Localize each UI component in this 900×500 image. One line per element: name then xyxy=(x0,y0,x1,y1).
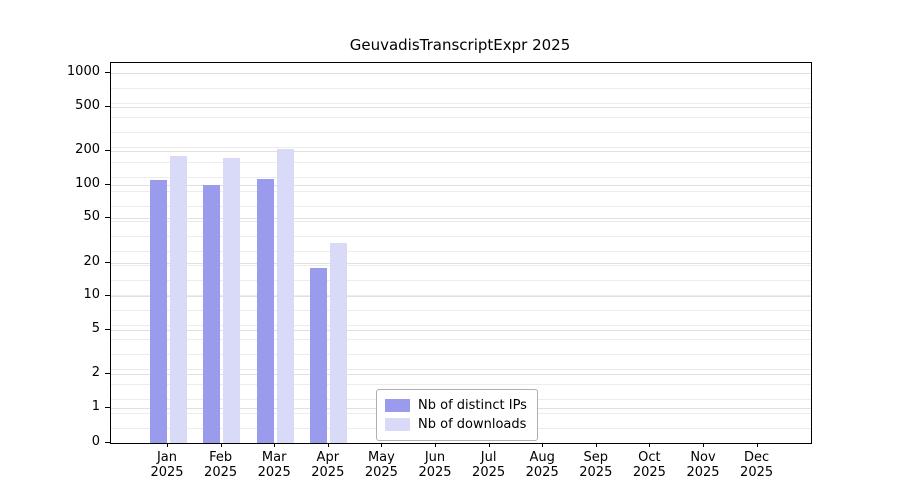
bar-distinct-ips-jan xyxy=(149,180,167,443)
y-tick-label-200: 200 xyxy=(75,142,100,157)
y-tick-mark xyxy=(105,183,110,185)
y-tick-mark xyxy=(105,295,110,297)
y-tick-mark xyxy=(105,328,110,330)
x-tick-label-mar: Mar 2025 xyxy=(257,450,291,480)
bar-distinct-ips-apr xyxy=(310,267,328,443)
gridline xyxy=(111,117,811,119)
gridline xyxy=(111,235,811,237)
x-tick-mark xyxy=(488,443,490,447)
x-tick-mark xyxy=(649,443,651,447)
y-tick-label-1000: 1000 xyxy=(66,63,100,79)
gridline xyxy=(111,191,811,193)
gridline xyxy=(111,262,811,264)
x-tick-mark xyxy=(274,443,276,447)
x-tick-mark xyxy=(756,443,758,447)
chart-title: GeuvadisTranscriptExpr 2025 xyxy=(349,36,571,54)
gridline xyxy=(111,106,811,108)
y-tick-mark xyxy=(105,442,110,443)
gridline xyxy=(111,383,811,385)
x-tick-mark xyxy=(703,443,704,447)
gridline xyxy=(111,184,811,186)
bar-downloads-jan xyxy=(169,156,187,443)
y-tick-mark xyxy=(105,373,110,375)
x-tick-label-dec: Dec 2025 xyxy=(740,450,774,480)
legend: Nb of distinct IPs Nb of downloads xyxy=(376,389,538,441)
gridline xyxy=(111,206,811,208)
y-tick-label-0: 0 xyxy=(91,434,100,449)
gridline xyxy=(111,324,811,326)
gridline xyxy=(111,72,811,74)
gridline xyxy=(111,218,811,220)
gridline xyxy=(111,265,811,267)
x-tick-label-oct: Oct 2025 xyxy=(632,450,666,480)
x-tick-label-feb: Feb 2025 xyxy=(204,450,238,480)
y-tick-label-100: 100 xyxy=(75,175,100,191)
x-tick-mark xyxy=(381,443,383,447)
x-tick-mark xyxy=(435,443,436,447)
y-tick-label-20: 20 xyxy=(83,253,100,269)
legend-label-distinct-ips: Nb of distinct IPs xyxy=(418,398,527,413)
x-tick-label-jun: Jun 2025 xyxy=(418,450,452,480)
x-tick-mark xyxy=(167,443,168,447)
gridline xyxy=(111,309,811,311)
y-tick-label-2: 2 xyxy=(91,365,100,381)
gridline xyxy=(111,102,811,104)
bar-distinct-ips-mar xyxy=(256,179,274,443)
y-tick-mark xyxy=(105,71,110,73)
gridline xyxy=(111,161,811,163)
gridline xyxy=(111,296,811,298)
gridline xyxy=(111,295,811,296)
gridline xyxy=(111,339,811,341)
legend-item-downloads: Nb of downloads xyxy=(385,415,527,434)
x-tick-label-nov: Nov 2025 xyxy=(686,450,720,480)
gridline xyxy=(111,354,811,356)
gridline xyxy=(111,221,811,222)
y-tick-label-5: 5 xyxy=(91,320,100,336)
x-tick-label-jan: Jan 2025 xyxy=(150,450,184,480)
y-tick-label-500: 500 xyxy=(75,97,100,113)
legend-item-distinct-ips: Nb of distinct IPs xyxy=(385,396,527,415)
bar-distinct-ips-feb xyxy=(203,184,221,443)
y-tick-mark xyxy=(105,150,110,151)
y-tick-mark xyxy=(105,105,110,107)
x-tick-mark xyxy=(595,443,597,447)
gridline xyxy=(111,374,811,376)
y-tick-label-10: 10 xyxy=(83,287,100,303)
legend-swatch-downloads xyxy=(385,418,410,431)
legend-label-downloads: Nb of downloads xyxy=(418,417,527,432)
gridline xyxy=(111,87,811,89)
x-tick-label-aug: Aug 2025 xyxy=(525,450,559,480)
gridline xyxy=(111,151,811,152)
y-tick-label-50: 50 xyxy=(83,209,100,225)
y-tick-mark xyxy=(105,407,110,408)
gridline xyxy=(111,176,811,178)
gridline xyxy=(111,132,811,134)
x-tick-mark xyxy=(327,443,329,447)
y-tick-mark xyxy=(105,261,110,263)
x-tick-mark xyxy=(220,443,222,447)
gridline xyxy=(111,329,811,331)
legend-swatch-distinct-ips xyxy=(385,399,410,412)
gridline xyxy=(111,280,811,282)
y-tick-mark xyxy=(105,217,110,219)
plot-area xyxy=(110,62,812,444)
bar-downloads-apr xyxy=(330,243,348,443)
gridline xyxy=(111,147,811,148)
bar-downloads-mar xyxy=(276,148,294,443)
x-tick-label-may: May 2025 xyxy=(364,450,398,480)
x-tick-mark xyxy=(542,443,544,447)
bar-downloads-feb xyxy=(223,157,241,443)
x-tick-label-apr: Apr 2025 xyxy=(311,450,345,480)
y-tick-label-1: 1 xyxy=(91,399,100,414)
gridline xyxy=(111,250,811,252)
x-tick-label-jul: Jul 2025 xyxy=(472,450,506,480)
gridline xyxy=(111,369,811,370)
x-tick-label-sep: Sep 2025 xyxy=(579,450,613,480)
